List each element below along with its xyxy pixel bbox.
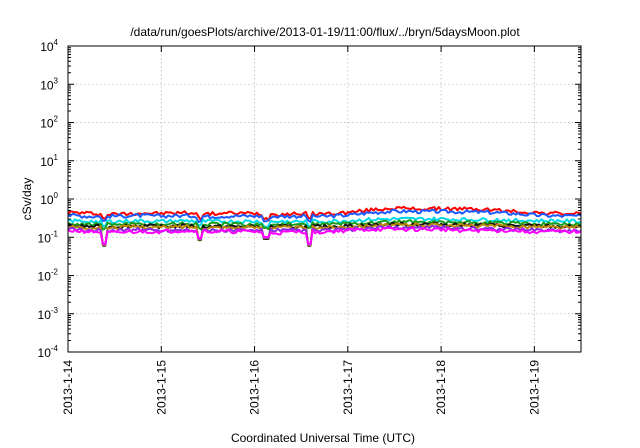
y-tick-label: 104 xyxy=(40,38,58,54)
series-group xyxy=(67,205,582,247)
x-tick-label: 2013-1-14 xyxy=(61,360,75,415)
y-tick-label: 103 xyxy=(40,76,58,92)
series-line xyxy=(67,226,582,245)
y-tick-label: 10-1 xyxy=(38,229,59,245)
y-tick-labels: 10-4 10-3 10-2 10-1 100 101 102 103 104 xyxy=(38,38,59,360)
y-axis-label: cSv/day xyxy=(20,178,34,221)
chart-title: /data/run/goesPlots/archive/2013-01-19/1… xyxy=(130,25,520,39)
x-tick-labels: 2013-1-14 2013-1-15 2013-1-16 2013-1-17 2013… xyxy=(61,360,541,415)
grid xyxy=(68,46,581,352)
series-line xyxy=(67,205,582,222)
x-tick-label: 2013-1-18 xyxy=(434,360,448,415)
x-tick-label: 2013-1-19 xyxy=(527,360,541,415)
y-tick-label: 10-2 xyxy=(38,268,59,284)
series-line xyxy=(67,208,582,223)
x-tick-label: 2013-1-17 xyxy=(341,360,355,415)
y-tick-label: 10-4 xyxy=(38,344,59,360)
y-tick-label: 102 xyxy=(40,115,58,131)
series-line xyxy=(67,221,582,247)
y-tick-label: 100 xyxy=(40,191,58,207)
x-axis-label: Coordinated Universal Time (UTC) xyxy=(231,431,415,445)
axis-ticks xyxy=(67,45,581,353)
x-tick-label: 2013-1-16 xyxy=(248,360,262,415)
x-tick-label: 2013-1-15 xyxy=(154,360,168,415)
y-tick-label: 101 xyxy=(40,153,58,169)
series-line xyxy=(67,222,582,247)
y-tick-label: 10-3 xyxy=(38,306,59,322)
series-line xyxy=(67,216,582,229)
